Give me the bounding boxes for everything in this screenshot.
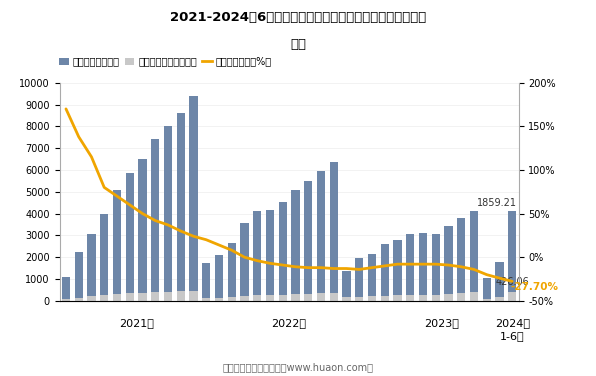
Bar	[202, 299, 210, 301]
Bar	[278, 202, 287, 301]
Bar	[330, 162, 338, 301]
Bar	[266, 210, 274, 301]
Bar	[419, 295, 427, 301]
Bar	[253, 296, 261, 301]
Bar	[317, 293, 325, 301]
Bar	[228, 297, 236, 301]
Bar	[74, 252, 83, 301]
Bar	[88, 234, 95, 301]
Text: 2022年: 2022年	[272, 318, 306, 328]
Bar	[176, 291, 185, 301]
Bar	[113, 294, 121, 301]
Bar	[406, 295, 414, 301]
Text: 1-6月: 1-6月	[500, 331, 524, 341]
Bar	[304, 181, 312, 301]
Bar	[432, 234, 440, 301]
Text: 面积: 面积	[290, 38, 306, 51]
Bar	[304, 294, 312, 301]
Text: 1859.21: 1859.21	[477, 198, 517, 208]
Bar	[138, 293, 147, 301]
Bar	[62, 299, 70, 301]
Text: 2021-2024年6月安徽省房地产商品住宅及商品住宅现房销售: 2021-2024年6月安徽省房地产商品住宅及商品住宅现房销售	[170, 11, 426, 24]
Bar	[495, 297, 504, 301]
Bar	[457, 293, 465, 301]
Bar	[483, 278, 491, 301]
Bar	[62, 277, 70, 301]
Legend: 商品住宅（万㎡）, 商品住宅现房（万㎡）, 商品住宅增速（%）: 商品住宅（万㎡）, 商品住宅现房（万㎡）, 商品住宅增速（%）	[55, 53, 275, 70]
Bar	[278, 294, 287, 301]
Bar	[291, 191, 300, 301]
Bar	[444, 294, 452, 301]
Bar	[190, 291, 198, 301]
Bar	[495, 262, 504, 301]
Bar	[100, 214, 108, 301]
Bar	[419, 233, 427, 301]
Bar	[228, 243, 236, 301]
Bar	[355, 297, 364, 301]
Bar	[393, 240, 402, 301]
Bar	[88, 296, 95, 301]
Bar	[113, 190, 121, 301]
Bar	[215, 255, 223, 301]
Bar	[151, 139, 159, 301]
Bar	[240, 223, 249, 301]
Bar	[380, 244, 389, 301]
Bar	[240, 296, 249, 301]
Bar	[202, 262, 210, 301]
Bar	[508, 211, 516, 301]
Bar	[164, 126, 172, 301]
Bar	[330, 293, 338, 301]
Bar	[508, 291, 516, 301]
Bar	[74, 298, 83, 301]
Bar	[215, 297, 223, 301]
Bar	[483, 299, 491, 301]
Bar	[355, 258, 364, 301]
Bar	[164, 292, 172, 301]
Bar	[126, 173, 134, 301]
Bar	[342, 297, 350, 301]
Bar	[342, 271, 350, 301]
Bar	[368, 296, 376, 301]
Text: 制图：华经产业研究院（www.huaon.com）: 制图：华经产业研究院（www.huaon.com）	[222, 362, 374, 372]
Bar	[393, 296, 402, 301]
Bar	[138, 159, 147, 301]
Bar	[457, 218, 465, 301]
Bar	[317, 171, 325, 301]
Bar	[368, 254, 376, 301]
Bar	[151, 292, 159, 301]
Bar	[380, 296, 389, 301]
Bar	[126, 293, 134, 301]
Bar	[266, 295, 274, 301]
Text: 2024年: 2024年	[495, 318, 530, 328]
Bar	[176, 113, 185, 301]
Text: 2023年: 2023年	[424, 318, 460, 328]
Text: 2021年: 2021年	[119, 318, 154, 328]
Bar	[470, 211, 478, 301]
Bar	[253, 211, 261, 301]
Bar	[470, 292, 478, 301]
Bar	[406, 234, 414, 301]
Bar	[291, 294, 300, 301]
Bar	[432, 294, 440, 301]
Text: -27.70%: -27.70%	[511, 282, 559, 292]
Text: 426.06: 426.06	[495, 277, 529, 287]
Bar	[100, 295, 108, 301]
Bar	[444, 226, 452, 301]
Bar	[190, 96, 198, 301]
